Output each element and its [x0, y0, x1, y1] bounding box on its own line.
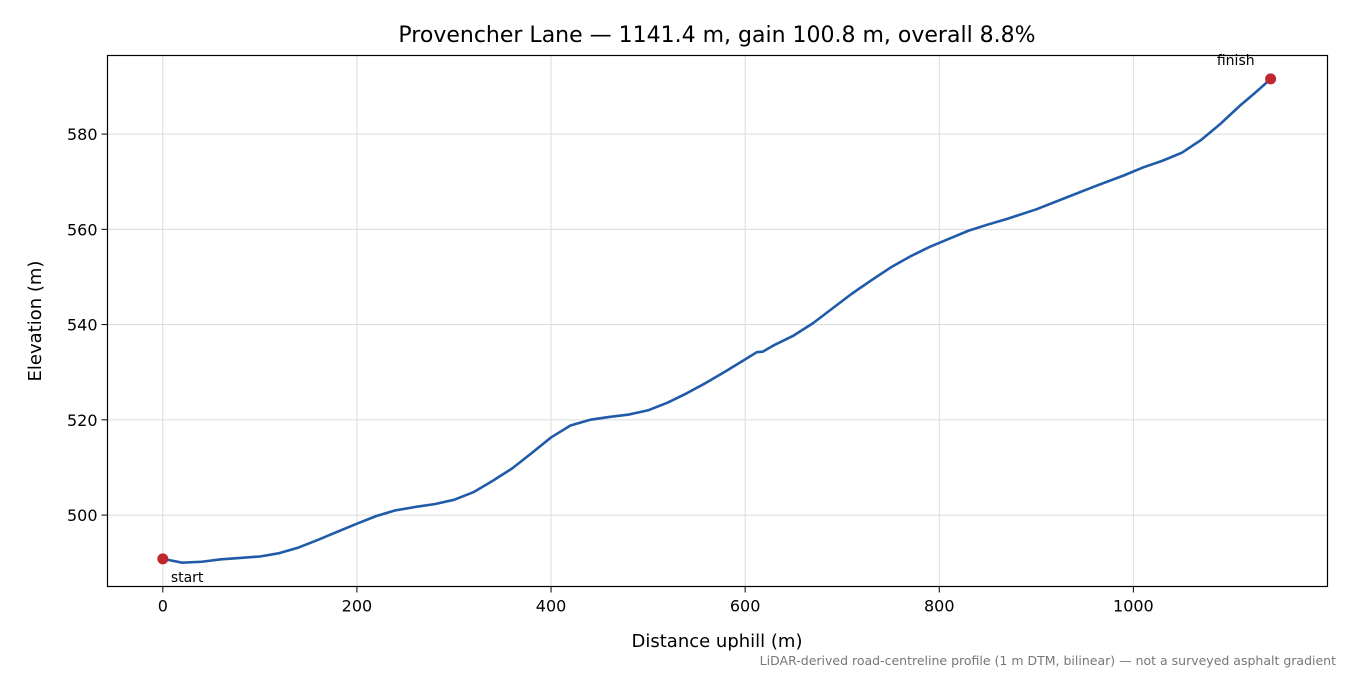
x-tick-label: 800: [924, 597, 955, 616]
y-tick-label: 560: [67, 220, 98, 239]
axis-ticks: 0 200 400 600 800 1000 500 520 540 560 580: [67, 125, 1154, 615]
x-tick-label: 0: [158, 597, 168, 616]
y-axis-label: Elevation (m): [25, 261, 46, 382]
plot-frame: [106, 54, 1329, 588]
x-tick-label: 400: [536, 597, 567, 616]
data-source-note: LiDAR-derived road-centreline profile (1…: [760, 653, 1336, 668]
x-tick-label: 200: [342, 597, 373, 616]
start-label: start: [171, 570, 204, 586]
chart-title: Provencher Lane — 1141.4 m, gain 100.8 m…: [398, 23, 1035, 48]
x-tick-label: 600: [730, 597, 761, 616]
y-tick-label: 540: [67, 316, 98, 335]
y-tick-label: 500: [67, 506, 98, 525]
x-axis-label: Distance uphill (m): [632, 631, 803, 652]
x-tick-label: 1000: [1113, 597, 1154, 616]
finish-label: finish: [1217, 53, 1255, 69]
start-marker: [157, 553, 169, 565]
grid: [107, 55, 1328, 587]
y-tick-label: 580: [67, 125, 98, 144]
data-layer: start finish: [157, 53, 1277, 586]
finish-marker: [1265, 73, 1277, 85]
elevation-profile-line: [161, 77, 1272, 564]
y-tick-label: 520: [67, 411, 98, 430]
